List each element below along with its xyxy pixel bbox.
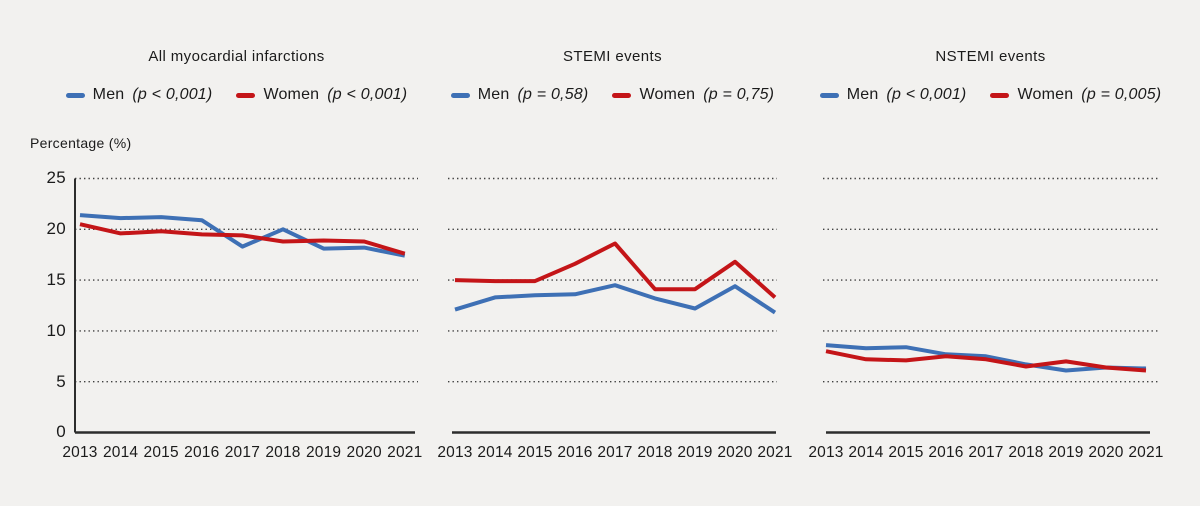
legend-item-men: Men (p < 0,001) <box>819 86 967 104</box>
x-tick-label: 2018 <box>1008 444 1044 461</box>
line-chart <box>74 177 418 434</box>
y-tick-label-0: 0 <box>56 422 66 441</box>
y-tick-label-20: 20 <box>46 219 66 238</box>
men-line <box>79 213 406 258</box>
x-tick-label: 2020 <box>717 444 753 461</box>
x-tick-label: 2013 <box>808 444 844 461</box>
legend-series-name: Men <box>477 86 510 103</box>
x-tick-label: 2020 <box>1088 444 1124 461</box>
legend-series-name: Women <box>1017 86 1074 103</box>
x-tick-label: 2017 <box>597 444 633 461</box>
legend-item-women: Women (p = 0,75) <box>612 86 774 104</box>
women-line <box>454 241 777 299</box>
women-line <box>79 222 406 256</box>
legend-item-women: Women (p = 0,005) <box>990 86 1161 104</box>
panel-stemi: STEMI events Men (p = 0,58) Women (p = 0… <box>437 0 805 506</box>
x-tick-label: 2015 <box>517 444 553 461</box>
x-tick-label: 2015 <box>888 444 924 461</box>
men-line <box>454 283 777 315</box>
men-line-swatch-icon <box>450 92 470 98</box>
x-tick-label: 2017 <box>968 444 1004 461</box>
x-tick-label: 2017 <box>224 444 261 461</box>
x-tick-label: 2016 <box>184 444 220 461</box>
women-line-swatch-icon <box>236 92 256 98</box>
y-tick-label-15: 15 <box>46 270 66 289</box>
panel-all-mi: All myocardial infarctions Men (p < 0,00… <box>30 0 425 506</box>
legend: Men (p < 0,001) Women (p = 0,005) <box>819 86 1161 104</box>
x-tick-label: 2014 <box>477 444 513 461</box>
legend-p-value: (p < 0,001) <box>886 86 967 103</box>
women-line <box>825 349 1147 373</box>
y-tick-label-5: 5 <box>56 372 66 391</box>
line-chart <box>823 177 1158 434</box>
legend-item-women: Women (p < 0,001) <box>236 86 407 104</box>
x-tick-label: 2020 <box>346 444 382 461</box>
y-axis-title: Percentage (%) <box>30 135 132 151</box>
x-tick-label: 2014 <box>102 444 139 461</box>
women-line-swatch-icon <box>612 92 632 98</box>
x-tick-label: 2018 <box>265 444 301 461</box>
panel-nstemi: NSTEMI events Men (p < 0,001) Women (p =… <box>808 0 1182 506</box>
y-tick-label-25: 25 <box>46 168 66 187</box>
legend-p-value: (p = 0,58) <box>517 86 589 103</box>
men-line-swatch-icon <box>819 92 839 98</box>
line-chart <box>448 177 777 434</box>
x-tick-label: 2016 <box>557 444 593 461</box>
x-tick-label: 2021 <box>757 444 793 461</box>
legend-series-name: Men <box>92 86 125 103</box>
men-line <box>825 343 1147 373</box>
x-tick-label: 2019 <box>677 444 713 461</box>
legend-item-men: Men (p = 0,58) <box>450 86 589 104</box>
women-line-swatch-icon <box>990 92 1010 98</box>
legend-p-value: (p = 0,75) <box>703 86 775 103</box>
x-tick-label: 2021 <box>1128 444 1164 461</box>
x-tick-label: 2021 <box>387 444 423 461</box>
panel-title: All myocardial infarctions <box>148 48 325 65</box>
x-tick-label: 2019 <box>305 444 342 461</box>
legend-item-men: Men (p < 0,001) <box>65 86 213 104</box>
legend-p-value: (p < 0,001) <box>327 86 408 103</box>
panel-title: NSTEMI events <box>935 48 1046 65</box>
panel-title: STEMI events <box>563 48 662 65</box>
y-tick-label-10: 10 <box>46 321 66 340</box>
x-tick-label: 2018 <box>637 444 673 461</box>
x-tick-label: 2013 <box>62 444 98 461</box>
legend: Men (p < 0,001) Women (p < 0,001) <box>55 86 418 104</box>
legend-p-value: (p < 0,001) <box>132 86 213 103</box>
x-tick-label: 2014 <box>848 444 884 461</box>
legend-series-name: Women <box>639 86 696 103</box>
x-tick-label: 2013 <box>437 444 473 461</box>
legend-series-name: Women <box>263 86 320 103</box>
legend-p-value: (p = 0,005) <box>1081 86 1162 103</box>
x-tick-label: 2015 <box>143 444 179 461</box>
x-tick-label: 2019 <box>1048 444 1084 461</box>
men-line-swatch-icon <box>65 92 85 98</box>
x-tick-label: 2016 <box>928 444 964 461</box>
legend-series-name: Men <box>846 86 879 103</box>
legend: Men (p = 0,58) Women (p = 0,75) <box>448 86 777 104</box>
